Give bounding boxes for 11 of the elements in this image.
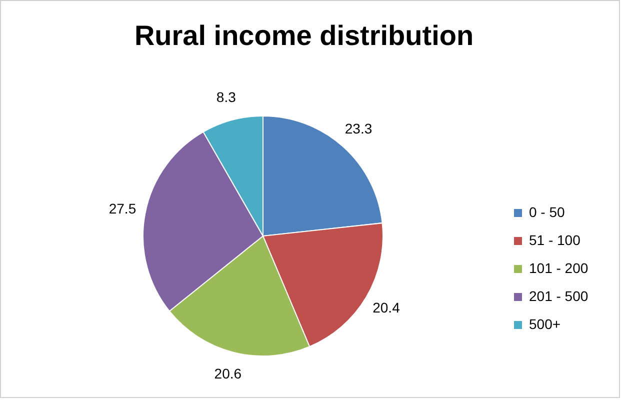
data-label: 27.5: [108, 200, 136, 216]
legend-label: 101 - 200: [529, 260, 588, 276]
legend-label: 0 - 50: [529, 204, 566, 220]
data-label: 20.6: [214, 366, 242, 382]
legend-label: 201 - 500: [529, 288, 588, 304]
data-label: 23.3: [344, 120, 372, 137]
data-label: 20.4: [372, 300, 400, 316]
legend-label: 500+: [529, 316, 561, 332]
legend-label: 51 - 100: [529, 232, 581, 248]
data-label: 8.3: [216, 88, 236, 105]
chart-title: Rural income distribution: [134, 20, 474, 51]
